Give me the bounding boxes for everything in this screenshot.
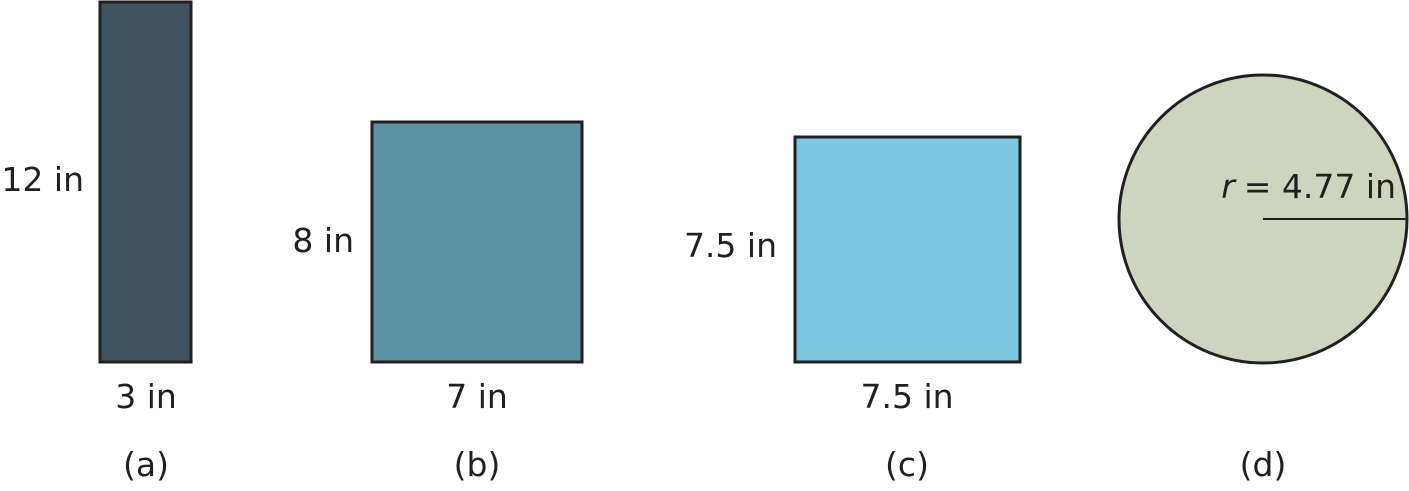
bottom-label-b: 7 in <box>446 377 508 416</box>
caption-b: (b) <box>454 445 501 484</box>
side-label-c: 7.5 in <box>684 226 777 265</box>
caption-c: (c) <box>885 445 929 484</box>
figure-c: 7.5 in 7.5 in (c) <box>684 135 1022 484</box>
rectangle-b <box>370 120 584 364</box>
caption-d: (d) <box>1240 445 1287 484</box>
figure-a: 12 in 3 in (a) <box>1 0 193 484</box>
rectangle-a <box>98 0 193 364</box>
figure-d: r = 4.77 in (d) <box>1117 73 1409 484</box>
side-label-b: 8 in <box>292 221 354 260</box>
bottom-label-a: 3 in <box>115 377 177 416</box>
side-label-a: 12 in <box>1 160 84 199</box>
square-c <box>793 135 1022 364</box>
caption-a: (a) <box>123 445 169 484</box>
radius-label: r = 4.77 in <box>1221 167 1396 206</box>
bottom-label-c: 7.5 in <box>860 377 953 416</box>
radius-value: = 4.77 in <box>1244 167 1396 206</box>
figure-b: 8 in 7 in (b) <box>292 120 584 484</box>
radius-variable: r <box>1221 167 1237 206</box>
